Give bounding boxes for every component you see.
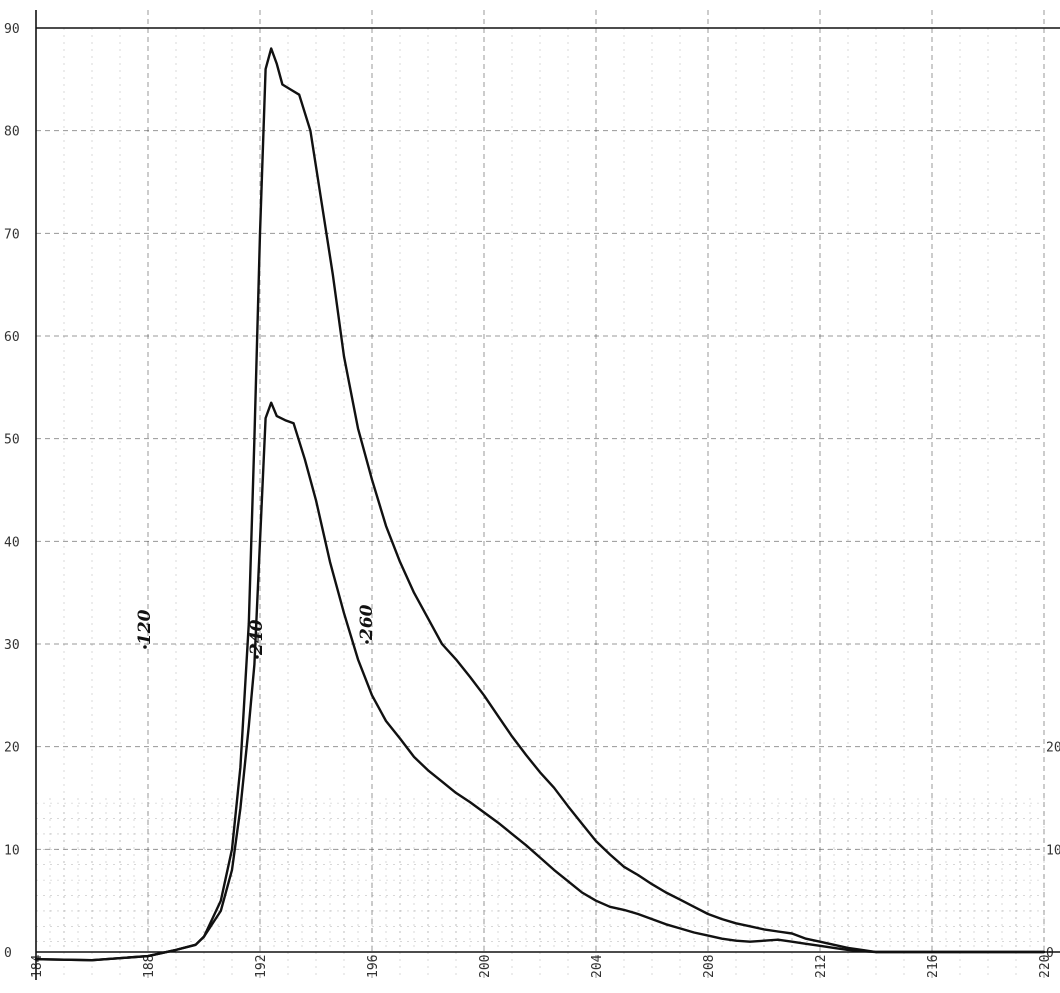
series-line-1 — [34, 401, 1046, 962]
y-tick-label: 0 — [4, 946, 12, 961]
right-tick-label: 10 — [1046, 843, 1060, 858]
y-tick-label: 90 — [4, 22, 20, 37]
x-tick-label: 200 — [478, 955, 493, 978]
annotation-dot — [143, 645, 147, 649]
x-tick-label: 208 — [702, 955, 717, 978]
x-tick-label: 204 — [590, 954, 605, 978]
y-tick-label: 60 — [4, 330, 20, 345]
handwritten-annotation: 120 — [135, 609, 155, 645]
x-tick-label: 216 — [926, 955, 941, 978]
y-tick-label: 80 — [4, 125, 20, 140]
annotation-dot — [255, 655, 259, 659]
x-tick-label: 184 — [30, 954, 45, 978]
x-tick-label: 196 — [366, 955, 381, 978]
x-tick-label: 220 — [1038, 955, 1053, 978]
x-tick-label: 212 — [814, 955, 829, 978]
handwritten-annotation: 240 — [247, 619, 267, 656]
right-tick-label: 20 — [1046, 741, 1060, 756]
handwritten-annotation: 260 — [357, 604, 377, 641]
x-tick-label: 192 — [254, 955, 269, 978]
chart-grid — [35, 10, 1045, 980]
right-tick-label: 0 — [1046, 946, 1054, 961]
y-tick-label: 40 — [4, 535, 20, 550]
x-tick-label: 188 — [142, 955, 157, 978]
series-line-2 — [34, 47, 1046, 962]
y-tick-label: 30 — [4, 638, 20, 653]
chart-annotations: 120 240 260 — [135, 604, 377, 659]
y-tick-label: 50 — [4, 433, 20, 448]
chart-curves — [34, 47, 1046, 962]
y-tick-label: 10 — [4, 843, 20, 858]
y-tick-label: 70 — [4, 227, 20, 242]
chart-frame — [35, 10, 1060, 980]
y-tick-label: 20 — [4, 741, 20, 756]
annotation-dot — [365, 640, 369, 644]
